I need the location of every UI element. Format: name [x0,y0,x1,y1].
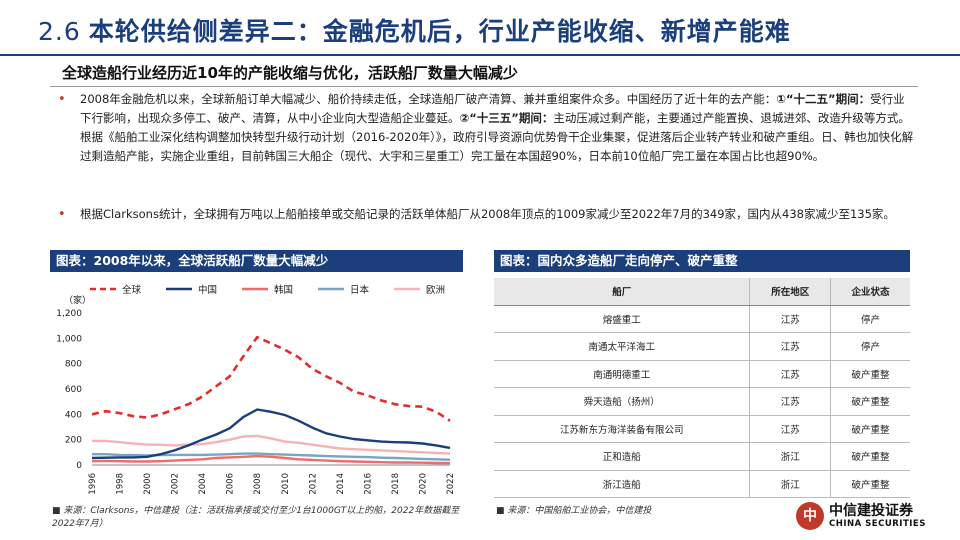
y-tick-label: 800 [65,360,82,370]
table-header-row: 船厂 所在地区 企业状态 [494,278,910,306]
table-figure-title: 图表：国内众多造船厂走向停产、破产重整 [494,250,910,272]
bullet-1-part-3: 主动压减过剩产能，主要通过产能置换、退城进郊、改造升级等方式。根据《船舶工业深化… [80,111,914,163]
cell-status: 破产重整 [830,442,910,471]
logo-name-cn: 中信建投证券 [829,503,913,519]
y-axis-label: （家） [64,294,91,306]
legend-label: 中国 [198,284,217,296]
table-row: 正和造船 浙江 破产重整 [494,442,910,471]
y-tick-label: 600 [65,385,82,395]
cell-region: 江苏 [749,305,831,333]
y-tick-label: 200 [65,436,82,446]
company-logo: 中 中信建投证券 CHINA SECURITIES [796,500,926,534]
cell-status: 破产重整 [830,470,910,498]
subtitle: 全球造船行业经历近10年的产能收缩与优化，活跃船厂数量大幅减少 [62,64,518,82]
section-number: 2.6 [38,17,81,46]
cell-shipyard: 南通太平洋海工 [494,332,751,361]
chart-source-text: 来源：Clarksons，中信建投（注：活跃指承接或交付至少1台1000GT以上… [52,506,460,529]
logo-mark-icon: 中 [796,502,824,530]
column-header-status: 企业状态 [830,278,910,306]
cell-shipyard: 浙江造船 [494,470,751,498]
source-bullet-icon: ■ [496,506,505,516]
bullet-1-part-2: 受行业下行影响，出现众多停工、破产、清算，从中小企业向大型造船企业蔓延。 [80,92,905,125]
x-tick-label: 2006 [226,473,236,495]
series-line-2 [91,454,451,465]
cell-region: 江苏 [749,360,831,388]
x-tick-label: 1998 [116,473,126,495]
chart-figure-title: 图表：2008年以来，全球活跃船厂数量大幅减少 [50,250,463,272]
x-tick-label: 2016 [363,473,373,495]
legend-label: 日本 [350,284,370,296]
table-row: 江苏新东方海洋装备有限公司 江苏 破产重整 [494,415,910,443]
cell-region: 江苏 [749,332,831,361]
legend-label: 全球 [122,284,142,296]
x-tick-label: 1996 [88,473,98,495]
bullet-1-bold-1: ①“十二五”期间： [776,92,871,106]
cell-status: 停产 [830,332,910,361]
logo-name-en: CHINA SECURITIES [829,519,926,529]
cell-shipyard: 正和造船 [494,442,751,471]
x-tick-label: 2012 [308,473,318,495]
bullet-dot-icon: • [58,207,66,222]
cell-shipyard: 熔盛重工 [494,305,751,333]
chart-source-note: ■ 来源：Clarksons，中信建投（注：活跃指承接或交付至少1台1000GT… [52,505,462,531]
x-tick-label: 2020 [418,473,428,495]
legend-label: 韩国 [274,284,293,296]
series-line-0 [91,335,451,422]
shipyard-status-table: 船厂 所在地区 企业状态 熔盛重工 江苏 停产 南通太平洋海工 江苏 停产 南通明德重工 江苏… [494,278,910,498]
column-header-region: 所在地区 [749,278,831,306]
series-line-4 [92,434,451,455]
chart-svg: 全球 中国 韩国 日本 欧洲 （家） 0 200 400 600 800 1,000 1,200 1996… [56,284,456,495]
table-row: 舜天造船（扬州） 江苏 破产重整 [494,387,910,416]
cell-region: 江苏 [749,415,831,443]
bullet-dot-icon: • [58,92,66,107]
shipyard-count-chart: 全球 中国 韩国 日本 欧洲 （家） 0 200 400 600 800 1,000 1,200 1996… [50,275,463,495]
x-tick-label: 2004 [198,473,208,495]
x-tick-label: 2000 [143,473,153,495]
x-tick-label: 2002 [171,473,181,495]
bullet-paragraph-1: • 2008年金融危机以来，全球新船订单大幅减少、船价持续走低，全球造船厂破产清… [58,90,916,166]
source-bullet-icon: ■ [52,506,61,516]
cell-status: 破产重整 [830,387,910,416]
table-row: 浙江造船 浙江 破产重整 [494,470,910,498]
cell-status: 停产 [830,305,910,333]
bullet-paragraph-2: • 根据Clarksons统计，全球拥有万吨以上船舶接单或交船记录的活跃单体船厂… [58,205,916,224]
cell-shipyard: 江苏新东方海洋装备有限公司 [494,415,751,443]
table-row: 熔盛重工 江苏 停产 [494,305,910,333]
y-tick-label: 400 [65,410,82,420]
title-divider [0,54,960,56]
x-tick-label: 2022 [446,473,456,495]
cell-region: 浙江 [749,442,831,471]
bullet-2-text: 根据Clarksons统计，全球拥有万吨以上船舶接单或交船记录的活跃单体船厂从2… [80,207,895,221]
bullet-1-part-1: 2008年金融危机以来，全球新船订单大幅减少、船价持续走低，全球造船厂破产清算、… [80,92,777,106]
page-title: 2.6 本轮供给侧差异二：金融危机后，行业产能收缩、新增产能难 [38,12,791,48]
cell-region: 浙江 [749,470,831,498]
bullet-1-bold-2: ②“十三五”期间： [459,111,554,125]
x-tick-label: 2010 [281,473,291,495]
table-source-note: ■ 来源：中国船舶工业协会，中信建投 [496,505,796,518]
cell-status: 破产重整 [830,360,910,388]
y-tick-label: 1,000 [56,334,82,344]
table-row: 南通明德重工 江苏 破产重整 [494,360,910,388]
section-title: 本轮供给侧差异二：金融危机后，行业产能收缩、新增产能难 [88,17,791,46]
cell-region: 江苏 [749,387,831,416]
series-line-1 [91,408,451,460]
table-source-text: 来源：中国船舶工业协会，中信建投 [507,506,652,516]
y-tick-label: 1,200 [56,309,82,319]
cell-shipyard: 舜天造船（扬州） [494,387,751,416]
cell-status: 破产重整 [830,415,910,443]
y-tick-label: 0 [76,461,82,471]
subtitle-divider [50,86,918,87]
legend-label: 欧洲 [426,284,445,296]
table-row: 南通太平洋海工 江苏 停产 [494,332,910,361]
cell-shipyard: 南通明德重工 [494,360,751,388]
x-tick-label: 2014 [336,473,346,495]
x-tick-label: 2008 [253,473,263,495]
x-tick-label: 2018 [391,473,401,495]
column-header-shipyard: 船厂 [494,278,751,306]
